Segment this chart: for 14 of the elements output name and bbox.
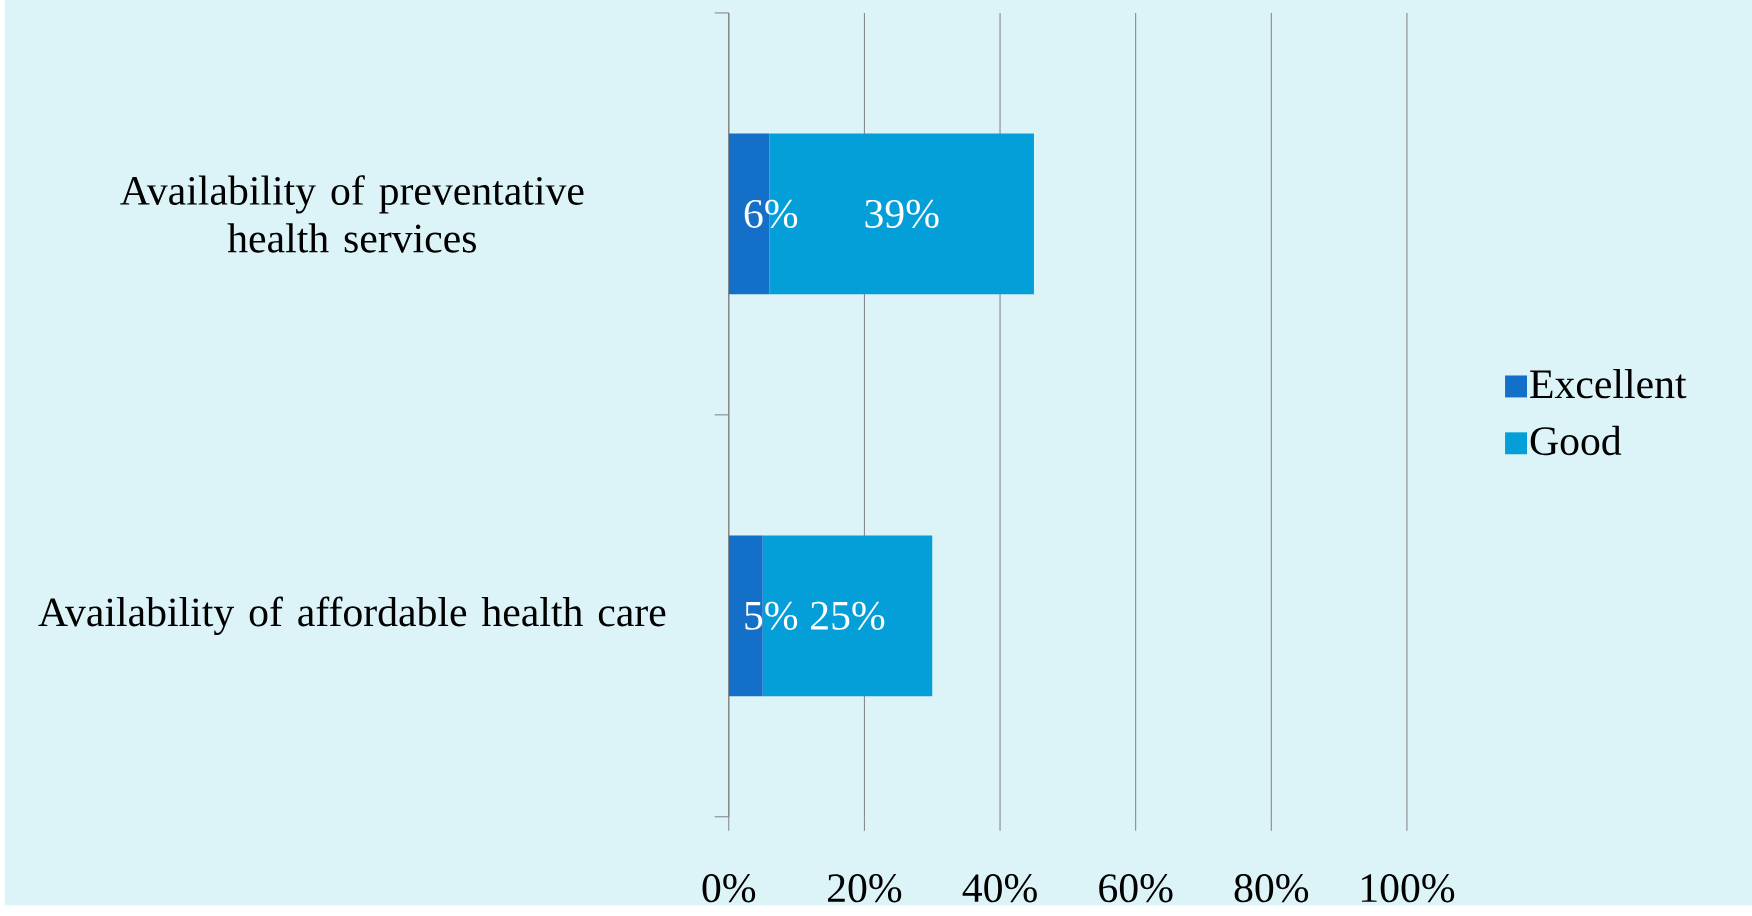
data-label: 6% [744,199,798,229]
data-label: 25% [811,601,885,631]
y-tick-label: Availability of preventative health services [120,175,584,253]
x-tick-label: 100% [1361,874,1455,903]
legend-label: Excellent [1530,369,1687,399]
data-label: 39% [865,199,939,229]
legend-label: Good [1530,426,1622,456]
data-label: 5% [745,601,798,631]
x-tick-label: 20% [828,874,902,903]
x-tick-label: 80% [1234,874,1309,903]
x-tick-label: 40% [962,874,1037,903]
x-tick-label: 0% [702,874,756,903]
x-tick-label: 60% [1099,874,1173,903]
y-tick-label: Availability of affordable health care [38,596,666,636]
